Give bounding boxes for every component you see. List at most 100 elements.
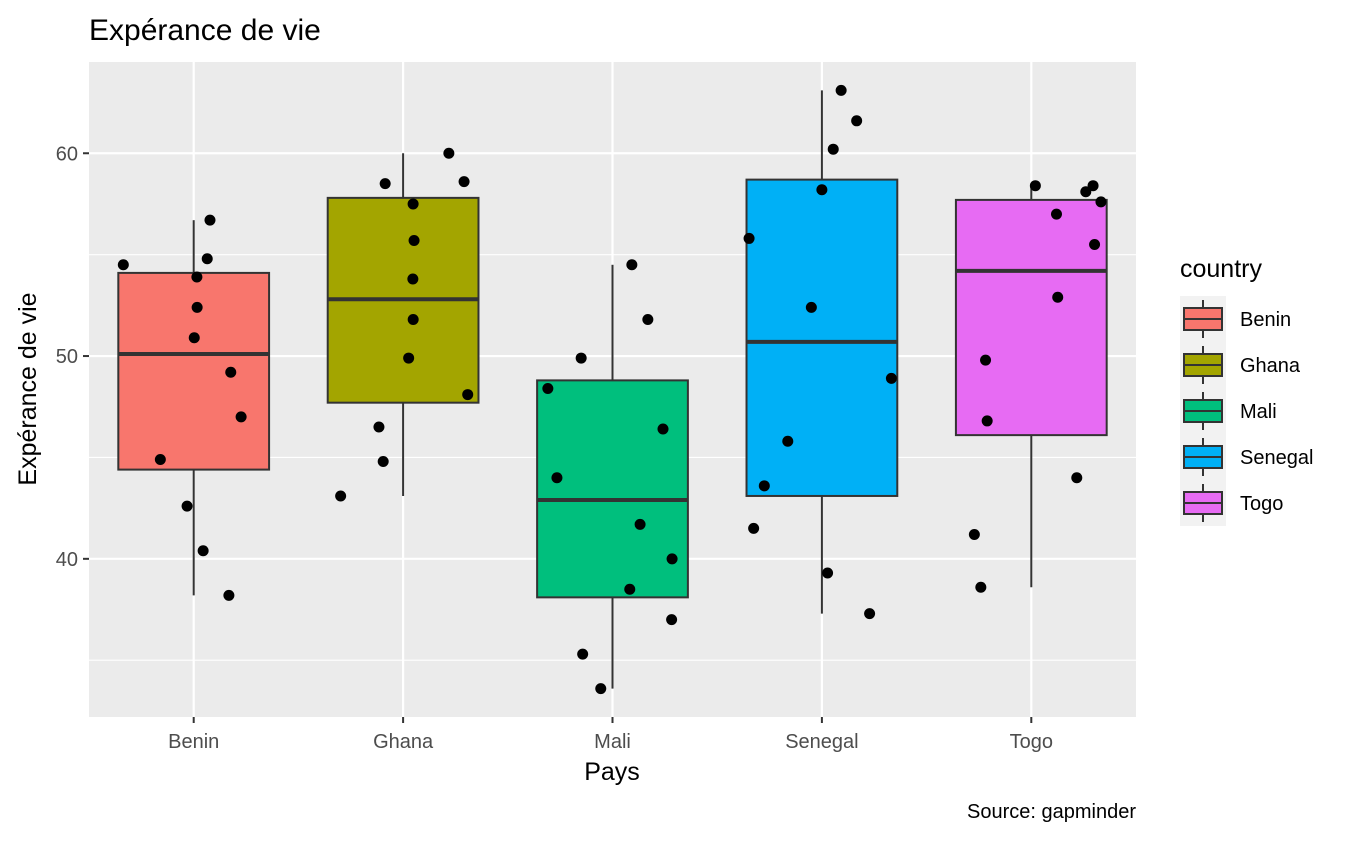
legend-label: Mali	[1240, 401, 1277, 423]
data-point	[181, 500, 193, 512]
points-benin	[117, 214, 247, 601]
data-points	[117, 84, 1107, 695]
y-tick-label: 40	[56, 549, 78, 571]
data-point	[225, 366, 237, 378]
legend: country Benin Ghana Mali Senegal Togo	[1180, 255, 1313, 526]
data-point	[626, 259, 638, 271]
data-point	[223, 589, 235, 601]
x-tick-label: Benin	[168, 731, 219, 753]
x-tick-label: Togo	[1010, 731, 1053, 753]
data-point	[864, 608, 876, 620]
data-point	[197, 545, 209, 557]
data-point	[235, 411, 247, 423]
data-point	[542, 382, 554, 394]
x-tick-label: Mali	[594, 731, 631, 753]
legend-item-togo: Togo	[1180, 480, 1283, 526]
legend-label: Senegal	[1240, 447, 1313, 469]
data-point	[408, 234, 420, 246]
legend-label: Togo	[1240, 493, 1283, 515]
data-point	[407, 273, 419, 285]
data-point	[575, 352, 587, 364]
x-tick-label: Ghana	[373, 731, 434, 753]
data-point	[595, 683, 607, 695]
box-mali	[536, 264, 689, 689]
data-point	[980, 354, 992, 366]
data-point	[968, 528, 980, 540]
data-point	[1050, 208, 1062, 220]
data-point	[191, 271, 203, 283]
legend-item-ghana: Ghana	[1180, 342, 1301, 388]
legend-item-mali: Mali	[1180, 388, 1277, 434]
data-point	[1087, 180, 1099, 192]
data-point	[1071, 472, 1083, 484]
data-point	[154, 453, 166, 465]
data-point	[805, 301, 817, 313]
data-point	[758, 480, 770, 492]
data-point	[188, 332, 200, 344]
data-point	[835, 84, 847, 96]
data-point	[403, 352, 415, 364]
data-point	[822, 567, 834, 579]
data-point	[443, 147, 455, 159]
box-togo	[954, 185, 1108, 588]
y-axis-title: Expérance de vie	[14, 292, 42, 485]
data-point	[204, 214, 216, 226]
data-point	[458, 176, 470, 188]
data-point	[827, 143, 839, 155]
data-point	[1029, 180, 1041, 192]
box-body	[954, 198, 1108, 437]
box-body	[745, 178, 899, 497]
data-point	[624, 583, 636, 595]
data-point	[577, 648, 589, 660]
data-point	[191, 301, 203, 313]
data-point	[748, 522, 760, 534]
legend-items: Benin Ghana Mali Senegal Togo	[1180, 296, 1313, 526]
data-point	[551, 472, 563, 484]
axes: 40 50 60 Benin Ghana Mali Senegal Togo	[56, 143, 1053, 753]
data-point	[642, 314, 654, 326]
box-body	[117, 271, 271, 471]
data-point	[379, 178, 391, 190]
legend-item-benin: Benin	[1180, 296, 1291, 342]
data-point	[1095, 196, 1107, 208]
data-point	[1052, 291, 1064, 303]
data-point	[377, 455, 389, 467]
source-caption: Source: gapminder	[967, 801, 1136, 823]
data-point	[851, 115, 863, 127]
data-point	[981, 415, 993, 427]
data-point	[743, 232, 755, 244]
legend-title: country	[1180, 255, 1262, 283]
y-tick-label: 60	[56, 143, 78, 165]
boxplot-boxes	[117, 90, 1108, 689]
data-point	[407, 314, 419, 326]
chart-title: Expérance de vie	[89, 14, 321, 47]
data-point	[373, 421, 385, 433]
points-mali	[542, 259, 678, 695]
data-point	[816, 184, 828, 196]
points-ghana	[335, 147, 474, 502]
data-point	[335, 490, 347, 502]
legend-item-senegal: Senegal	[1180, 434, 1313, 480]
x-axis-title: Pays	[584, 758, 640, 786]
data-point	[1089, 239, 1101, 251]
data-point	[634, 518, 646, 530]
data-point	[666, 614, 678, 626]
data-point	[666, 553, 678, 565]
data-point	[782, 435, 794, 447]
box-body	[536, 379, 689, 599]
data-point	[117, 259, 129, 271]
points-togo	[968, 180, 1107, 593]
data-point	[657, 423, 669, 435]
legend-label: Ghana	[1240, 355, 1301, 377]
box-senegal	[745, 90, 899, 614]
legend-label: Benin	[1240, 309, 1291, 331]
box-ghana	[326, 153, 480, 496]
data-point	[407, 198, 419, 210]
points-senegal	[743, 84, 897, 620]
data-point	[462, 389, 474, 401]
y-tick-label: 50	[56, 346, 78, 368]
data-point	[201, 253, 213, 265]
data-point	[885, 372, 897, 384]
